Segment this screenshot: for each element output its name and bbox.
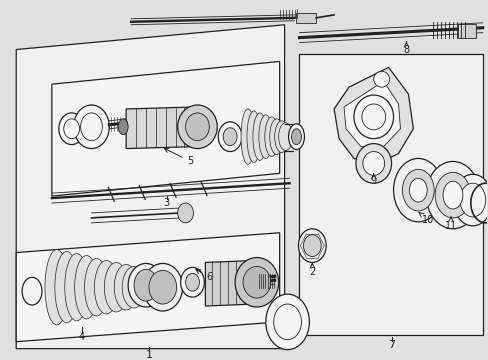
Ellipse shape [459,183,485,217]
Ellipse shape [252,113,266,161]
Ellipse shape [402,169,433,211]
Ellipse shape [45,249,69,325]
Ellipse shape [223,128,237,145]
Ellipse shape [128,264,163,307]
Ellipse shape [442,181,462,209]
Ellipse shape [408,178,427,202]
Ellipse shape [355,144,391,183]
Ellipse shape [104,262,128,312]
Ellipse shape [74,105,109,149]
Text: 6: 6 [195,269,212,282]
Ellipse shape [246,111,260,162]
Text: 2: 2 [308,264,315,277]
Ellipse shape [114,265,138,310]
Ellipse shape [243,266,270,298]
Ellipse shape [142,264,182,311]
Ellipse shape [84,258,108,316]
Ellipse shape [452,174,488,226]
Ellipse shape [177,203,193,223]
Ellipse shape [288,124,304,149]
Text: 10: 10 [418,212,433,225]
Ellipse shape [218,122,242,152]
Ellipse shape [241,109,254,165]
Polygon shape [16,233,279,342]
Ellipse shape [273,304,301,340]
Ellipse shape [63,119,80,139]
Ellipse shape [22,277,42,305]
Ellipse shape [59,113,84,145]
Polygon shape [16,25,284,348]
Text: 1: 1 [145,350,152,360]
Ellipse shape [264,117,278,157]
Ellipse shape [122,266,145,308]
Ellipse shape [303,235,321,257]
Ellipse shape [134,269,158,301]
Ellipse shape [177,105,217,149]
Ellipse shape [118,119,128,135]
Ellipse shape [185,273,199,291]
Bar [296,13,316,23]
Ellipse shape [75,256,98,319]
Text: 5: 5 [164,148,193,166]
Polygon shape [52,62,279,196]
Polygon shape [344,81,400,147]
Ellipse shape [274,121,288,153]
Polygon shape [299,54,482,335]
Ellipse shape [94,261,118,314]
Ellipse shape [185,113,209,141]
Ellipse shape [258,115,272,158]
Text: 7: 7 [387,339,394,350]
Ellipse shape [64,253,88,321]
Ellipse shape [81,113,102,141]
Ellipse shape [298,229,325,262]
Ellipse shape [269,119,283,154]
Polygon shape [333,67,412,163]
Ellipse shape [180,267,204,297]
Ellipse shape [362,152,384,175]
Bar [457,24,475,38]
Ellipse shape [55,252,79,323]
Ellipse shape [265,294,309,350]
Text: 3: 3 [163,198,169,208]
Ellipse shape [393,158,442,222]
Ellipse shape [149,270,176,304]
Ellipse shape [291,129,301,145]
Ellipse shape [434,172,470,218]
Ellipse shape [373,71,389,87]
Ellipse shape [278,123,292,150]
Ellipse shape [353,95,393,139]
Text: 11: 11 [444,217,456,231]
Text: 9: 9 [370,174,376,186]
Ellipse shape [361,104,385,130]
Text: 4: 4 [79,332,84,342]
Ellipse shape [235,257,278,307]
Text: 8: 8 [403,42,408,54]
Ellipse shape [426,161,479,229]
Polygon shape [205,261,254,306]
Polygon shape [126,107,195,149]
